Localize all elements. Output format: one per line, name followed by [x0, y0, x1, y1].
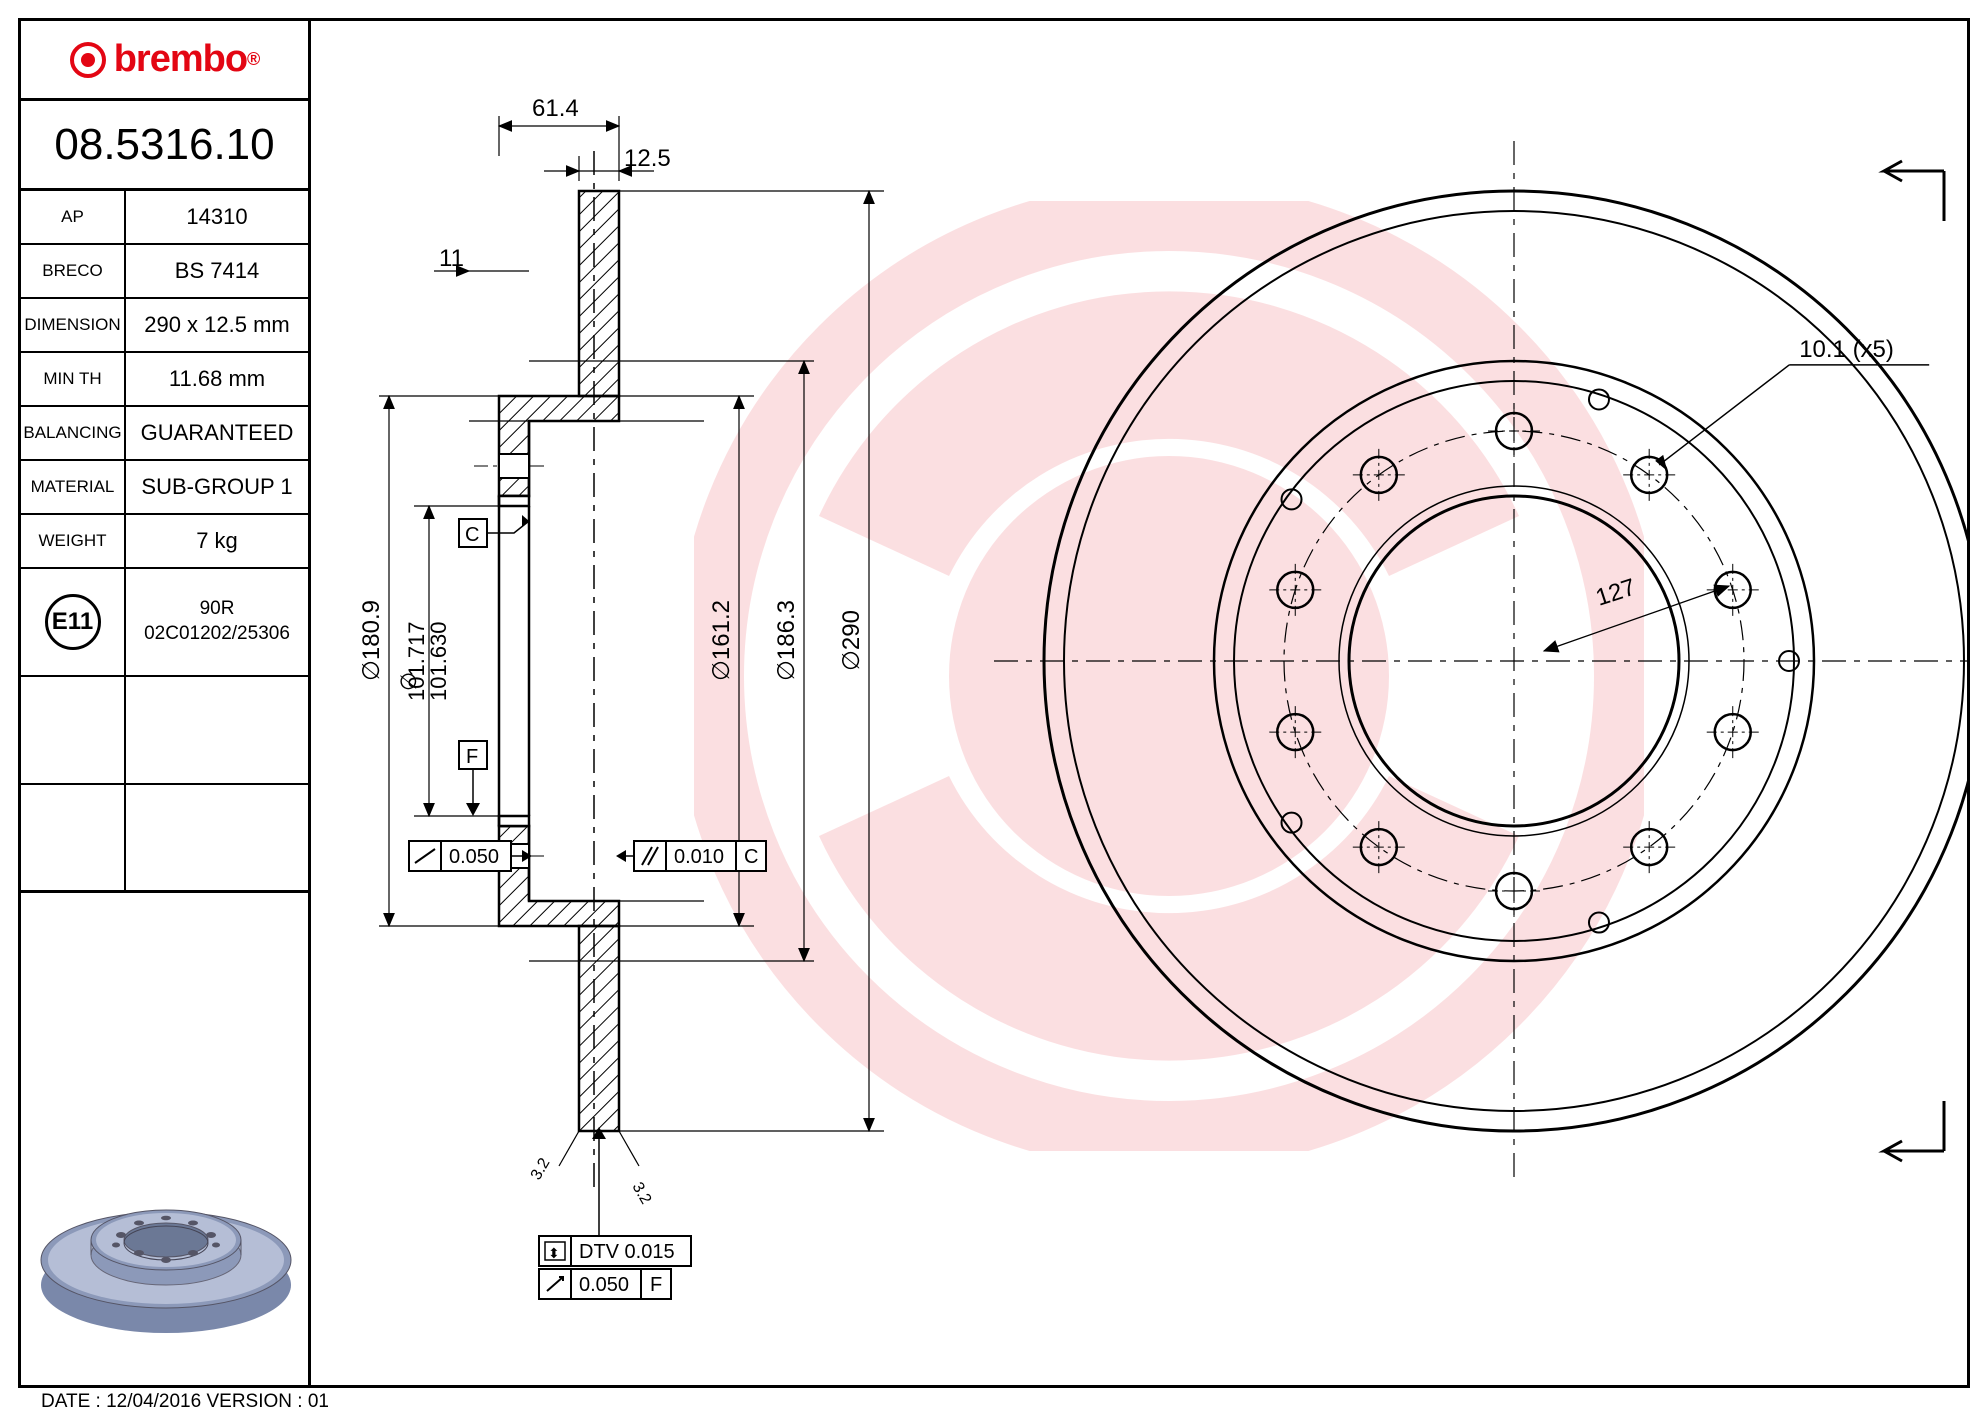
cert-number: 90R 02C01202/25306 — [126, 569, 308, 675]
drawing-footer: DATE : 12/04/2016 VERSION : 01 — [41, 1391, 329, 1413]
certification-row: E11 90R 02C01202/25306 — [21, 569, 308, 677]
gdt-flatness: 0.050 — [449, 846, 499, 868]
spec-row-ap: AP 14310 — [21, 191, 308, 245]
svg-text:⬍: ⬍ — [548, 1245, 560, 1261]
spec-row-material: MATERIAL SUB-GROUP 1 — [21, 461, 308, 515]
spec-value: SUB-GROUP 1 — [126, 461, 308, 513]
dim-offset: 11 — [439, 245, 464, 272]
gdt-runout: 0.050 — [579, 1274, 629, 1296]
dim-width-top: 61.4 — [532, 95, 579, 122]
svg-text:3.2: 3.2 — [629, 1180, 655, 1208]
part-number: 08.5316.10 — [21, 101, 308, 191]
spec-value: 7 kg — [126, 515, 308, 567]
spec-label: MIN TH — [21, 353, 126, 405]
ece-mark: E11 — [21, 569, 126, 675]
spec-value: GUARANTEED — [126, 407, 308, 459]
e-mark-icon: E11 — [45, 594, 101, 650]
dim-bore-lower: 101.630 — [426, 621, 451, 701]
spec-row-balancing: BALANCING GUARANTEED — [21, 407, 308, 461]
gdt-parallel: 0.010 — [674, 846, 724, 868]
cert-line1: 90R — [200, 597, 235, 622]
spec-value: 14310 — [126, 191, 308, 243]
dim-od: ∅290 — [838, 610, 865, 671]
dim-inner-ring: ∅161.2 — [708, 600, 735, 681]
cert-line2: 02C01202/25306 — [144, 622, 290, 647]
dim-outer-hub: ∅180.9 — [358, 600, 385, 681]
empty-spec-row — [21, 785, 308, 893]
spec-label: BRECO — [21, 245, 126, 297]
spec-value: 11.68 mm — [126, 353, 308, 405]
dim-thickness: 12.5 — [624, 145, 671, 172]
section-view: 61.4 12.5 11 — [358, 95, 884, 1299]
drawing-area: 61.4 12.5 11 — [314, 21, 1967, 1385]
gdt-dtv: DTV 0.015 — [579, 1241, 675, 1263]
svg-text:3.2: 3.2 — [528, 1155, 554, 1183]
spec-row-minth: MIN TH 11.68 mm — [21, 353, 308, 407]
dim-pcd: ∅186.3 — [773, 600, 800, 681]
spec-row-breco: BRECO BS 7414 — [21, 245, 308, 299]
spec-value: 290 x 12.5 mm — [126, 299, 308, 351]
brembo-logo-icon — [70, 42, 106, 78]
technical-drawing-svg: 61.4 12.5 11 — [314, 21, 1970, 1341]
product-3d-render — [21, 1095, 311, 1385]
svg-text:C: C — [744, 846, 758, 868]
spec-label: WEIGHT — [21, 515, 126, 567]
spec-row-dimension: DIMENSION 290 x 12.5 mm — [21, 299, 308, 353]
spec-label: DIMENSION — [21, 299, 126, 351]
datum-c: C — [465, 524, 479, 546]
dim-bolt-holes: 10.1 (x5) — [1799, 336, 1894, 363]
spec-label: BALANCING — [21, 407, 126, 459]
spec-value: BS 7414 — [126, 245, 308, 297]
drawing-frame: brembo® 08.5316.10 AP 14310 BRECO BS 741… — [18, 18, 1970, 1388]
brand-name: brembo — [114, 38, 247, 81]
datum-f: F — [466, 746, 478, 768]
svg-text:F: F — [650, 1274, 662, 1296]
title-block-sidebar: brembo® 08.5316.10 AP 14310 BRECO BS 741… — [21, 21, 311, 1385]
spec-label: MATERIAL — [21, 461, 126, 513]
spec-row-weight: WEIGHT 7 kg — [21, 515, 308, 569]
dim-pcd-front: 127 — [1593, 574, 1639, 612]
empty-spec-row — [21, 677, 308, 785]
spec-label: AP — [21, 191, 126, 243]
brand-logo-cell: brembo® — [21, 21, 308, 101]
front-view: 10.1 (x5) 127 — [994, 141, 1970, 1181]
